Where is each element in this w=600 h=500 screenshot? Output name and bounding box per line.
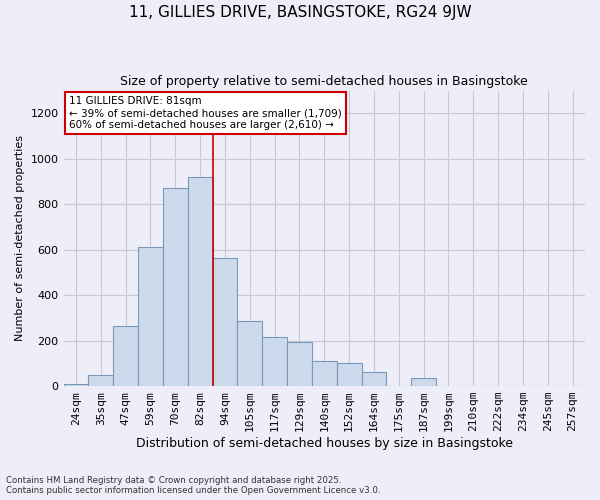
Bar (212, 258, 238, 386)
X-axis label: Distribution of semi-detached houses by size in Basingstoke: Distribution of semi-detached houses by … (136, 437, 513, 450)
Bar (138, 248, 163, 386)
Bar (287, 342, 312, 386)
Text: 11 GILLIES DRIVE: 81sqm
← 39% of semi-detached houses are smaller (1,709)
60% of: 11 GILLIES DRIVE: 81sqm ← 39% of semi-de… (69, 96, 341, 130)
Text: 11, GILLIES DRIVE, BASINGSTOKE, RG24 9JW: 11, GILLIES DRIVE, BASINGSTOKE, RG24 9JW (128, 5, 472, 20)
Bar (262, 337, 287, 386)
Bar (411, 378, 436, 386)
Bar (113, 326, 138, 386)
Bar (188, 177, 212, 386)
Text: Contains HM Land Registry data © Crown copyright and database right 2025.
Contai: Contains HM Land Registry data © Crown c… (6, 476, 380, 495)
Bar (337, 364, 362, 386)
Y-axis label: Number of semi-detached properties: Number of semi-detached properties (15, 136, 25, 342)
Bar (312, 361, 337, 386)
Bar (163, 188, 188, 386)
Bar (88, 374, 113, 386)
Bar (362, 372, 386, 386)
Title: Size of property relative to semi-detached houses in Basingstoke: Size of property relative to semi-detach… (121, 75, 528, 88)
Bar (64, 384, 88, 386)
Bar (238, 322, 262, 386)
